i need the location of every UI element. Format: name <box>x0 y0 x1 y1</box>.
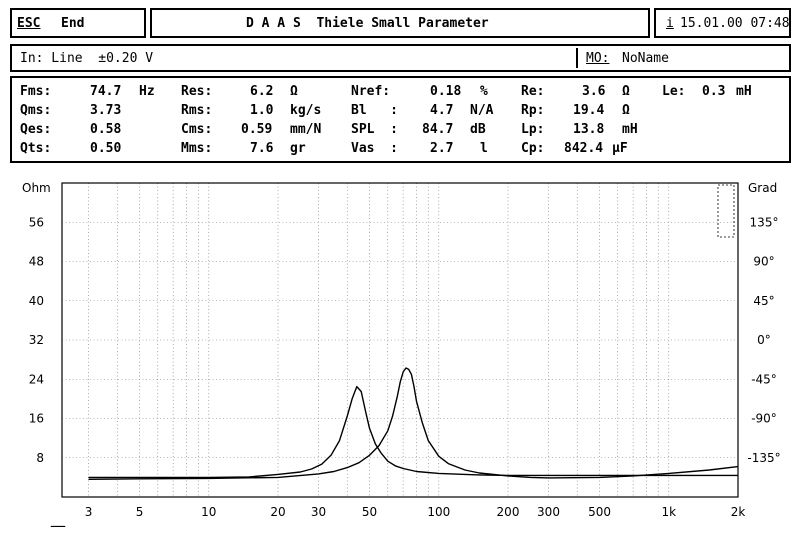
param-value: 0.58 <box>90 122 122 137</box>
esc-key[interactable]: ESC <box>17 16 41 31</box>
param-unit: Ω <box>622 84 630 99</box>
param-value: 19.4 <box>573 103 605 118</box>
param-label: Rms: <box>181 103 213 118</box>
y-tick-label: 24 <box>29 372 44 386</box>
impedance-chart: 3 5 10 20 30 50 100 200 300 500 1k 2k 8 16 24 32 40 48 56 -… <box>22 181 781 535</box>
param-unit: mm/N <box>290 122 322 137</box>
param-value: 4.7 <box>430 103 454 118</box>
y2-tick-label: 135° <box>750 215 779 229</box>
mo-label[interactable]: MO: <box>586 51 610 66</box>
input-bar-separator <box>576 48 578 68</box>
y2-tick-label: 90° <box>753 255 774 269</box>
param-label: Qts: <box>20 141 52 156</box>
param-label: Qes: <box>20 122 52 137</box>
param-unit: gr <box>290 141 306 156</box>
x-tick-label: 200 <box>497 505 520 519</box>
param-unit: kg/s <box>290 103 322 118</box>
header-datetime-box: i 15.01.00 07:48 <box>654 8 791 38</box>
param-label: Mms: <box>181 141 213 156</box>
page-title: D A A S Thiele Small Parameter <box>246 16 489 31</box>
header-title-box: D A A S Thiele Small Parameter <box>150 8 650 38</box>
mo-value: NoName <box>622 51 669 66</box>
param-label: Fms: <box>20 84 52 99</box>
y-tick-label: 8 <box>36 451 44 465</box>
input-bar: In: Line ±0.20 V MO: NoName <box>10 44 791 72</box>
param-label: Res: <box>181 84 213 99</box>
legend-marker: — <box>50 516 66 535</box>
param-unit: l <box>480 141 488 156</box>
y2-axis-label: Grad <box>748 181 777 195</box>
chart-ticks: 3 5 10 20 30 50 100 200 300 500 1k 2k 8 16 24 32 40 48 56 -… <box>29 215 781 519</box>
x-tick-label: 3 <box>85 505 93 519</box>
chart-series <box>88 367 739 480</box>
chart-grid <box>62 183 738 497</box>
end-button[interactable]: End <box>61 16 85 31</box>
x-tick-label: 500 <box>588 505 611 519</box>
param-value: 842.4 <box>564 141 604 156</box>
param-value: 3.73 <box>90 103 122 118</box>
x-tick-label: 100 <box>427 505 450 519</box>
param-label: Qms: <box>20 103 52 118</box>
param-label: SPL : <box>351 122 398 137</box>
param-label: Bl : <box>351 103 398 118</box>
param-value: 1.0 <box>250 103 274 118</box>
datetime: 15.01.00 07:48 <box>680 16 790 31</box>
param-label: Rp: <box>521 103 545 118</box>
param-label: Cms: <box>181 122 213 137</box>
y2-tick-label: -90° <box>751 412 777 426</box>
param-unit: Ω <box>622 103 630 118</box>
param-value: 84.7 <box>422 122 454 137</box>
input-status: In: Line ±0.20 V <box>20 51 154 66</box>
param-unit: N/A <box>470 103 494 118</box>
y-tick-label: 56 <box>29 215 44 229</box>
param-unit: Ω <box>290 84 298 99</box>
param-unit: mH <box>736 84 752 99</box>
y-tick-label: 16 <box>29 412 44 426</box>
y2-tick-label: -45° <box>751 372 777 386</box>
param-value: 13.8 <box>573 122 605 137</box>
series-line-1 <box>88 385 738 479</box>
parameters-panel: Fms: 74.7 Hz Qms: 3.73 Qes: 0.58 Qts: 0.… <box>10 76 791 163</box>
y-axis-label: Ohm <box>22 181 51 195</box>
x-tick-label: 5 <box>136 505 144 519</box>
param-unit: % <box>480 84 488 99</box>
param-value: 0.18 <box>430 84 462 99</box>
param-unit: Hz <box>139 84 155 99</box>
y-tick-label: 40 <box>29 294 44 308</box>
x-tick-label: 50 <box>362 505 377 519</box>
series-line-2 <box>88 367 739 480</box>
y2-tick-label: 45° <box>753 294 774 308</box>
x-tick-label: 2k <box>731 505 746 519</box>
x-tick-label: 10 <box>201 505 216 519</box>
param-value: 6.2 <box>250 84 274 99</box>
param-unit: dB <box>470 122 486 137</box>
y2-tick-label: -135° <box>747 451 780 465</box>
x-tick-label: 20 <box>270 505 285 519</box>
x-tick-label: 30 <box>311 505 326 519</box>
info-icon[interactable]: i <box>666 16 674 31</box>
param-value: 0.50 <box>90 141 122 156</box>
param-label: Lp: <box>521 122 545 137</box>
y2-tick-label: 0° <box>757 333 771 347</box>
param-unit: µF <box>612 141 628 156</box>
param-value: 0.3 <box>702 84 726 99</box>
param-label: Re: <box>521 84 545 99</box>
scroll-indicator[interactable] <box>717 184 735 238</box>
x-tick-label: 300 <box>537 505 560 519</box>
param-label: Cp: <box>521 141 545 156</box>
header-menu-box: ESC End <box>10 8 146 38</box>
param-value: 2.7 <box>430 141 454 156</box>
param-value: 0.59 <box>241 122 273 137</box>
y-tick-label: 32 <box>29 333 44 347</box>
x-tick-label: 1k <box>661 505 676 519</box>
param-unit: mH <box>622 122 638 137</box>
y-tick-label: 48 <box>29 255 44 269</box>
param-label: Vas : <box>351 141 398 156</box>
param-value: 7.6 <box>250 141 274 156</box>
param-label: Le: <box>662 84 686 99</box>
param-value: 3.6 <box>582 84 606 99</box>
param-label: Nref: <box>351 84 391 99</box>
plot-frame <box>61 182 739 498</box>
param-value: 74.7 <box>90 84 122 99</box>
